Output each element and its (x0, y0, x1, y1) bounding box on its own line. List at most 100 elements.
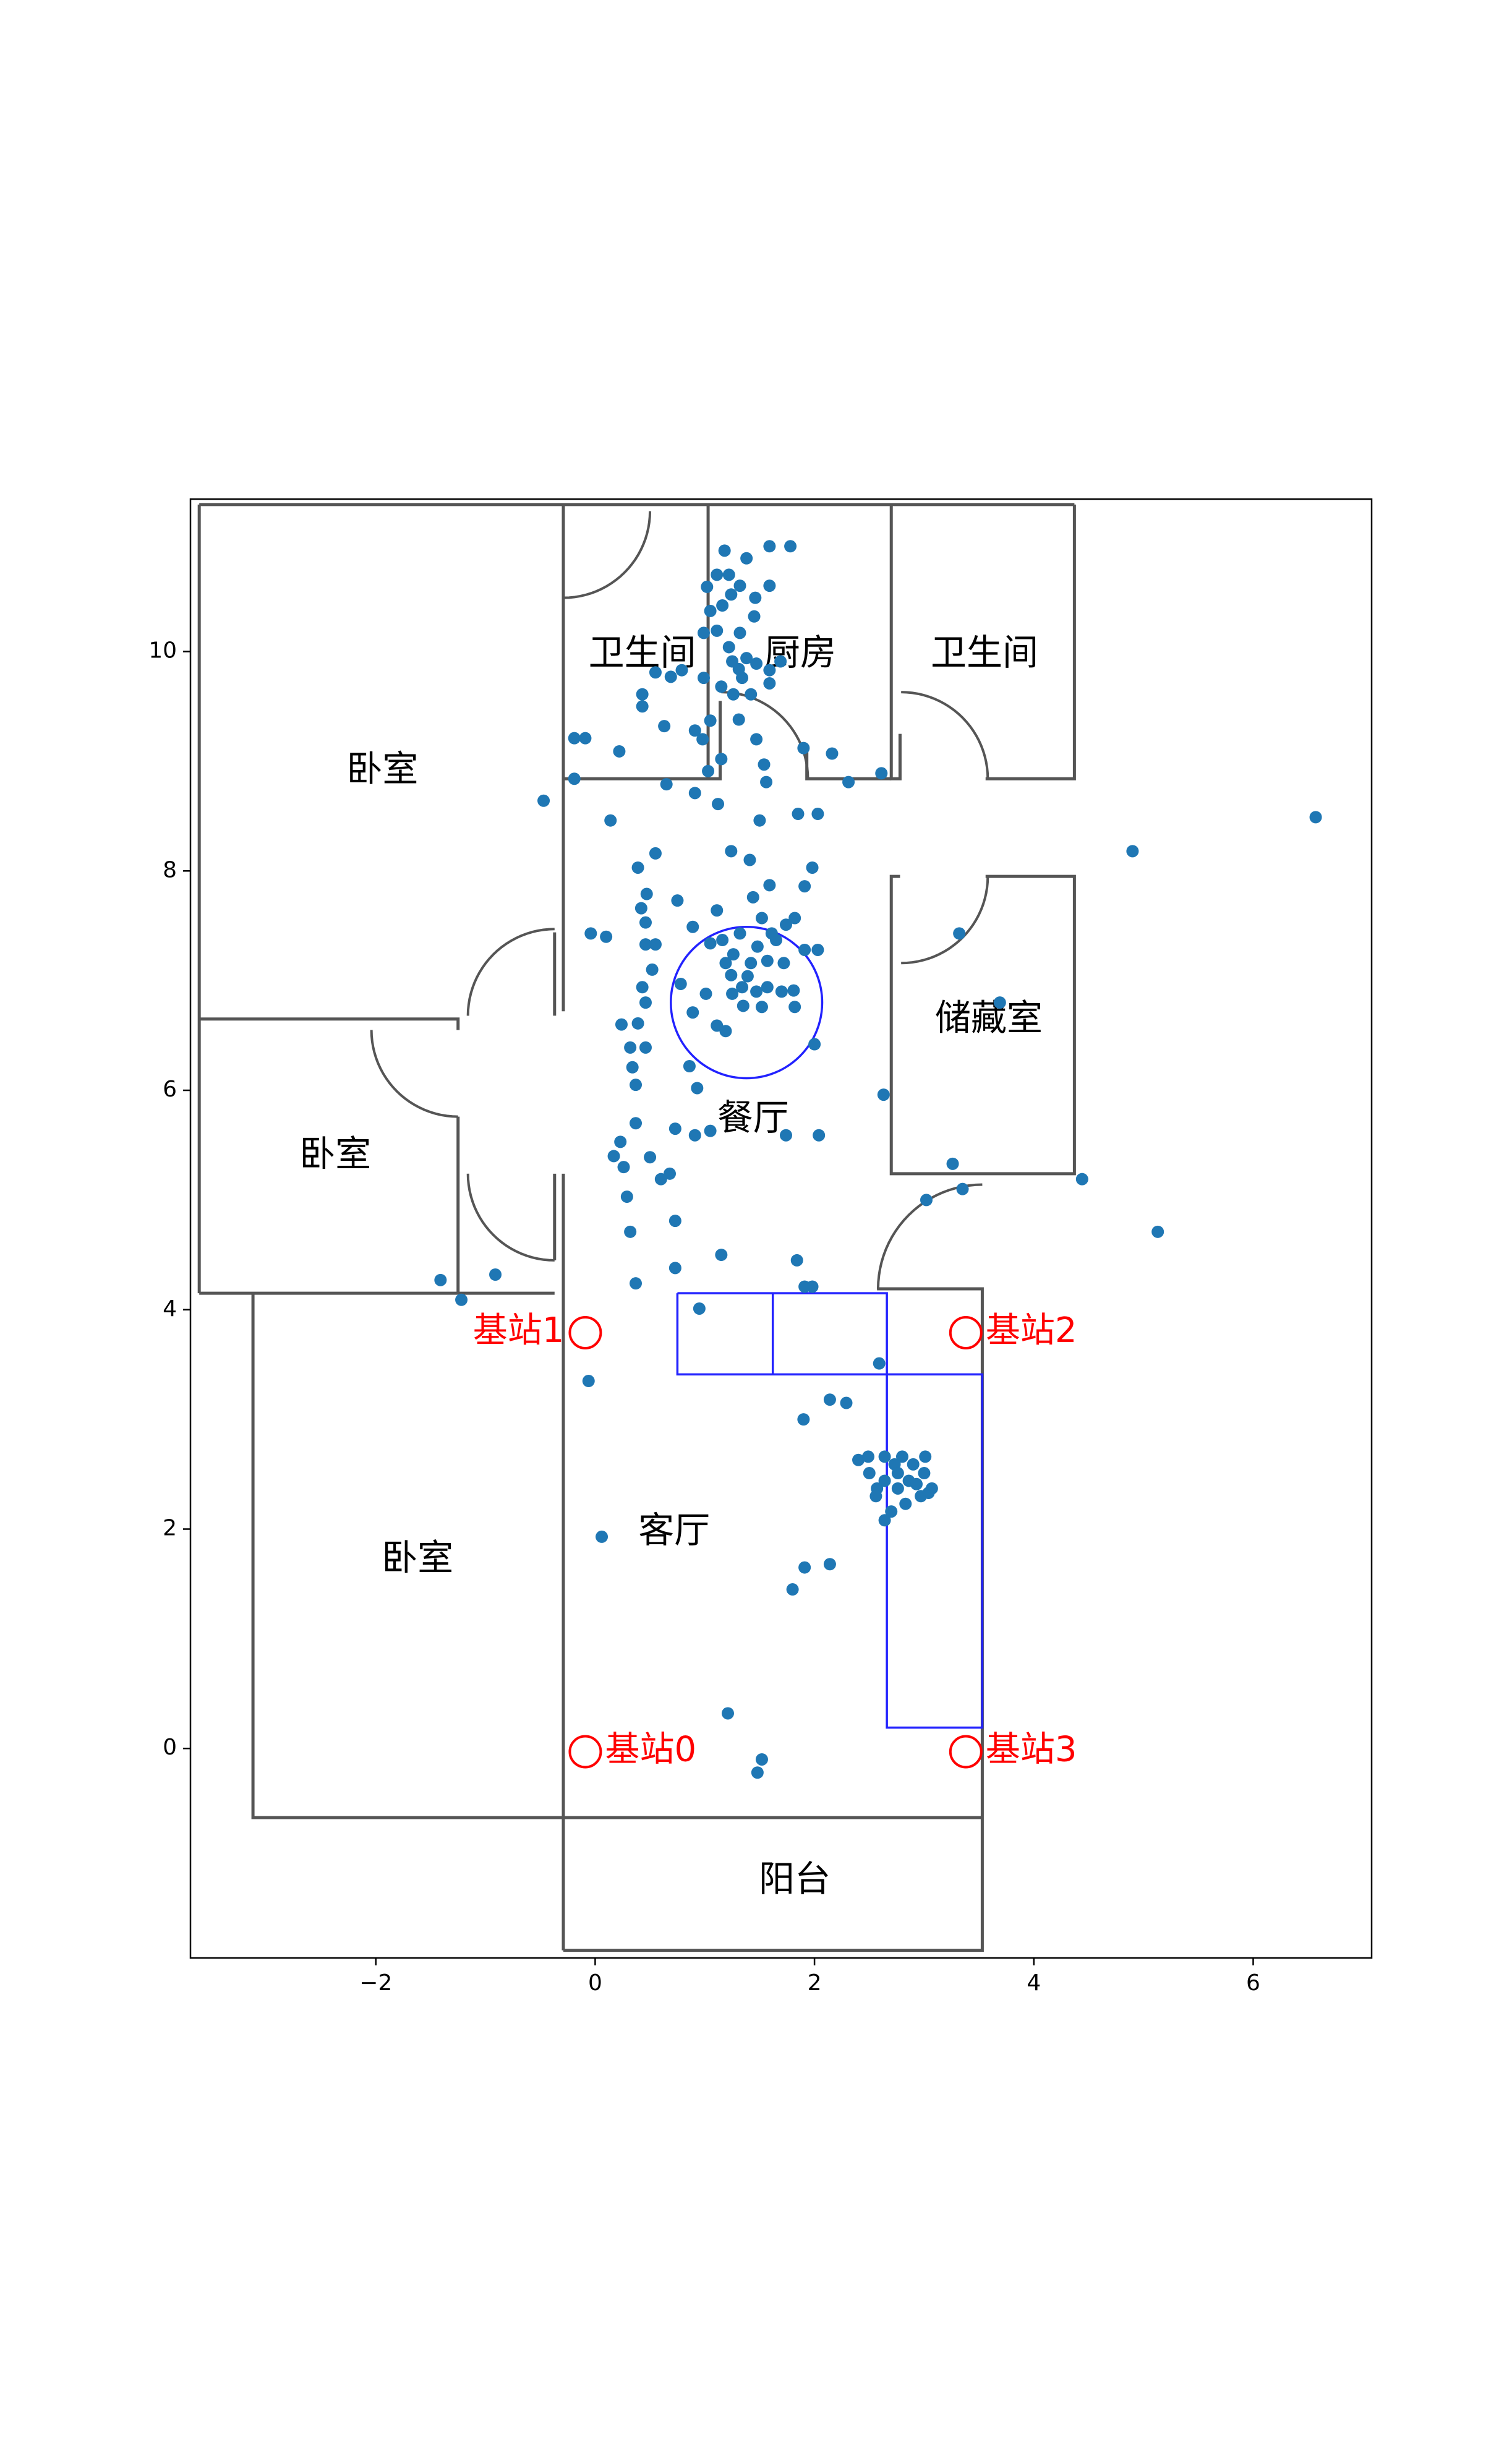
point (761, 981, 774, 994)
point (784, 540, 797, 553)
station (949, 1316, 983, 1349)
y-tick-label: 8 (163, 857, 177, 883)
point (639, 938, 652, 951)
door-arc (370, 1030, 458, 1118)
point (733, 927, 746, 940)
point (699, 987, 712, 1000)
point (716, 599, 729, 612)
point (634, 902, 647, 915)
x-tick-label: 6 (1246, 1970, 1260, 1996)
point (797, 1413, 810, 1426)
y-tick-label: 6 (163, 1077, 177, 1102)
point (907, 1458, 920, 1471)
point (631, 861, 644, 874)
point (630, 1117, 643, 1130)
point (788, 1001, 801, 1014)
point (891, 1482, 904, 1495)
point (630, 1079, 643, 1092)
plot-frame (189, 498, 1373, 1959)
point (704, 604, 717, 617)
point (1309, 811, 1322, 824)
point (811, 943, 824, 956)
room-label: 阳台 (759, 1858, 831, 1900)
station-label: 基站3 (986, 1730, 1077, 1770)
room-label: 卧室 (299, 1133, 371, 1175)
point (631, 1017, 644, 1030)
point (811, 808, 824, 821)
point (615, 1018, 628, 1031)
wall (199, 1017, 460, 1030)
point (607, 1150, 620, 1163)
station (949, 1735, 983, 1769)
point (779, 918, 792, 931)
point (922, 1486, 935, 1499)
x-tick-label: 2 (808, 1970, 822, 1996)
point (869, 1490, 882, 1503)
point (733, 626, 746, 639)
point (806, 1280, 819, 1293)
point (649, 666, 662, 679)
point (750, 985, 763, 998)
station-label: 基站2 (986, 1310, 1077, 1351)
wall (563, 701, 722, 780)
wall (563, 1287, 984, 1952)
point (671, 894, 684, 907)
point (434, 1273, 447, 1286)
point (704, 937, 717, 950)
point (716, 934, 729, 947)
point (755, 1753, 768, 1766)
point (993, 996, 1006, 1009)
point (760, 776, 773, 789)
point (725, 588, 738, 601)
point (696, 733, 709, 746)
point (761, 954, 774, 967)
point (737, 999, 750, 1012)
room-label: 卧室 (382, 1536, 453, 1578)
point (719, 957, 732, 970)
point (875, 767, 888, 780)
point (649, 938, 662, 951)
station (568, 1735, 602, 1769)
point (711, 624, 724, 637)
point (668, 1215, 681, 1228)
room-label: 储藏室 (935, 997, 1043, 1039)
point (877, 1088, 890, 1101)
point (725, 968, 738, 981)
point (727, 688, 740, 701)
point (537, 794, 550, 807)
point (668, 1262, 681, 1275)
point (721, 1707, 734, 1720)
zone-rect (886, 1373, 984, 1729)
wall (251, 1293, 983, 1819)
point (746, 891, 759, 904)
point (686, 1006, 699, 1019)
point (688, 787, 701, 800)
room-label: 卧室 (346, 748, 418, 790)
point (895, 1450, 908, 1463)
point (711, 568, 724, 581)
point (745, 957, 758, 970)
point (755, 1001, 768, 1014)
point (697, 626, 710, 639)
point (763, 664, 776, 677)
point (946, 1157, 959, 1170)
point (956, 1182, 969, 1195)
point (624, 1225, 637, 1238)
point (840, 1396, 853, 1409)
point (639, 996, 652, 1009)
point (704, 714, 717, 727)
point (806, 861, 819, 874)
point (727, 948, 740, 961)
point (852, 1453, 865, 1466)
x-tick-label: 0 (588, 1970, 602, 1996)
point (600, 930, 613, 943)
point (722, 568, 735, 581)
room-label: 卫生间 (931, 631, 1038, 673)
point (704, 1124, 717, 1137)
wall (985, 504, 1076, 780)
point (636, 981, 649, 994)
point (910, 1477, 923, 1490)
point (688, 1129, 701, 1142)
point (701, 580, 714, 593)
